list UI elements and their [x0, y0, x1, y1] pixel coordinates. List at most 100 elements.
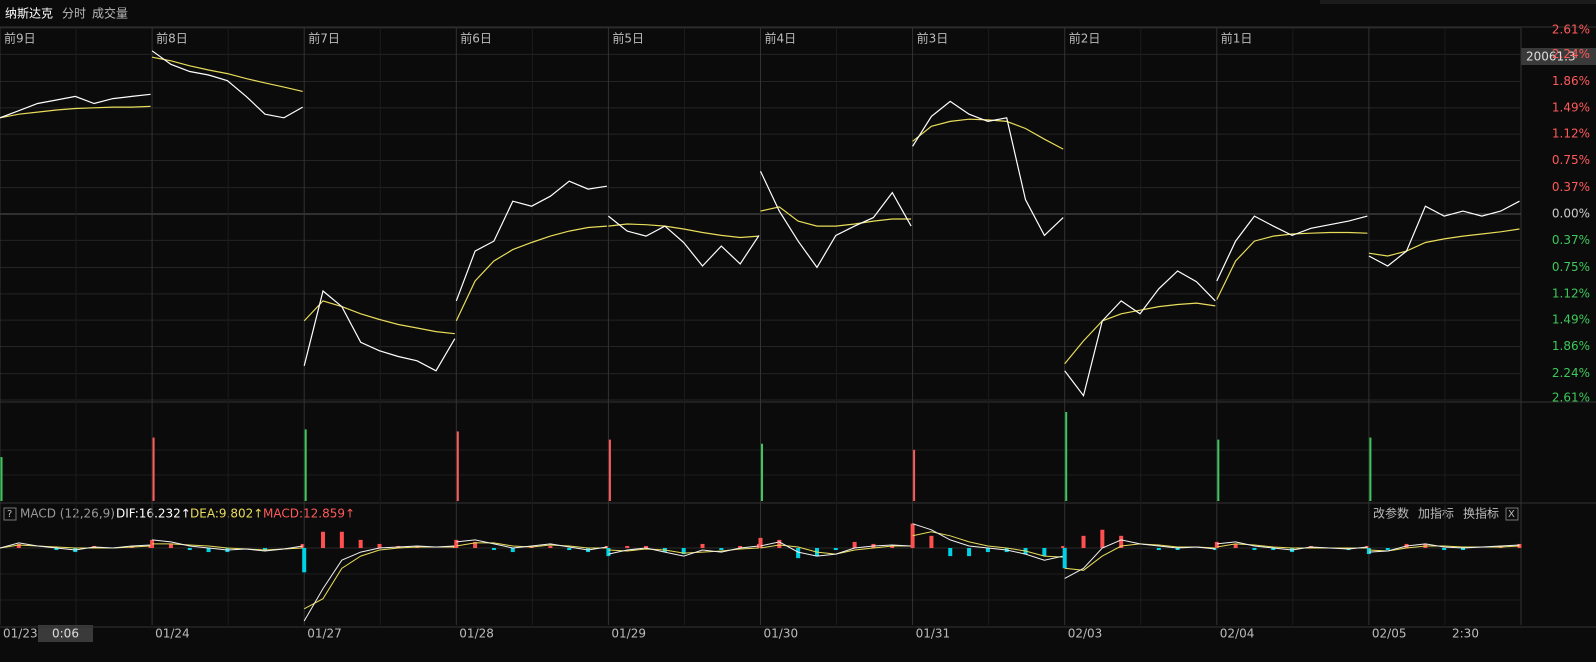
volume-bar	[913, 449, 916, 501]
dif-line	[608, 545, 760, 557]
y-tick-label: 0.37%	[1552, 180, 1590, 194]
y-tick-label: 2.61%	[1552, 391, 1590, 405]
volume-bar	[1369, 437, 1372, 501]
x-tick-label: 01/30	[764, 627, 799, 641]
day-label: 前2日	[1069, 31, 1101, 46]
macd-bar	[473, 541, 478, 548]
x-tick-label: 02/05	[1372, 627, 1407, 641]
macd-bar	[644, 545, 649, 548]
day-label: 前8日	[156, 31, 188, 46]
dea-label: DEA:9.802↑	[190, 507, 263, 521]
macd-bar	[1100, 529, 1105, 548]
price-line	[912, 100, 1064, 237]
macd-bar	[1252, 548, 1257, 551]
y-tick-label: 2.24%	[1552, 366, 1590, 380]
close[interactable]: X	[1508, 509, 1515, 520]
avg-line	[760, 206, 912, 227]
close-box[interactable]	[1505, 507, 1519, 521]
avg-line	[0, 105, 151, 119]
macd-bar	[1081, 535, 1086, 548]
avg-line	[303, 300, 455, 335]
macd-bar	[1442, 548, 1447, 551]
macd-bar	[321, 531, 326, 548]
macd-bar	[548, 545, 553, 548]
macd-bar	[796, 548, 801, 559]
y-tick-label: 0.75%	[1552, 153, 1590, 167]
x-tick-label: 02/04	[1220, 627, 1255, 641]
help[interactable]: ?	[7, 509, 12, 520]
macd-bar	[1175, 548, 1180, 551]
avg-line	[1216, 231, 1368, 300]
day-label: 前5日	[612, 31, 644, 46]
macd-bar	[700, 543, 705, 548]
macd-bar	[16, 543, 21, 548]
day-label: 前9日	[4, 31, 36, 46]
price-line	[1368, 200, 1520, 267]
macd-bar	[1061, 545, 1066, 548]
x-tick-label: 02/03	[1068, 627, 1103, 641]
title: 纳斯达克	[5, 7, 53, 21]
help-box[interactable]	[3, 507, 17, 521]
x-tick-label: 01/28	[459, 627, 494, 641]
volume-bar	[761, 443, 763, 501]
x-tick-label: 01/31	[916, 627, 951, 641]
x-tick-label: 01/27	[307, 627, 342, 641]
macd-bar	[491, 548, 496, 551]
cursor-box	[38, 625, 93, 642]
macd-bar	[54, 548, 59, 551]
button[interactable]: 加指标	[1418, 506, 1454, 521]
button[interactable]: 改参数	[1373, 506, 1409, 521]
y-tick-label: 2.61%	[1552, 23, 1590, 37]
day-label: 前1日	[1221, 31, 1253, 46]
macd-bar	[510, 548, 515, 553]
y-tick-label: 0.37%	[1552, 233, 1590, 247]
price-badge	[1521, 48, 1596, 65]
price-line	[1216, 215, 1368, 282]
price-line	[759, 170, 912, 269]
dif-line	[456, 539, 607, 551]
dea-line	[0, 544, 151, 549]
macd-bar	[339, 531, 344, 548]
volume-bar	[0, 457, 3, 501]
dif-line	[1216, 541, 1368, 551]
volume-bar	[1065, 412, 1068, 501]
volume-bar	[456, 431, 459, 501]
y-tick-label: 2.24%	[1552, 47, 1590, 61]
price-line	[0, 93, 151, 119]
macd-bar	[738, 545, 743, 548]
x-tick-label: 01/24	[155, 627, 190, 641]
macd-bar	[206, 548, 211, 553]
macd-bar	[890, 545, 895, 548]
tab[interactable]: 分时	[62, 7, 86, 21]
avg-line	[1064, 302, 1216, 365]
macd-bar	[1385, 548, 1390, 551]
volume-bar	[304, 429, 307, 501]
price-line	[151, 50, 303, 119]
dif-line	[303, 545, 455, 622]
price-line	[608, 215, 760, 267]
last-price: 20061.3	[1526, 50, 1576, 64]
y-tick-label: 0.00%	[1552, 207, 1590, 221]
macd-bar	[1156, 548, 1161, 551]
y-tick-label: 1.49%	[1552, 313, 1590, 327]
dif-line	[152, 539, 303, 552]
avg-line	[912, 118, 1064, 150]
day-label: 前3日	[917, 31, 949, 46]
price-line	[303, 289, 456, 372]
avg-line	[608, 223, 760, 239]
dif-line	[912, 523, 1064, 561]
macd-bar	[719, 548, 724, 551]
macd-bar	[187, 548, 192, 551]
macd-bar	[302, 548, 307, 573]
macd-bar	[1461, 548, 1466, 551]
macd-bar	[852, 541, 857, 548]
button[interactable]: 换指标	[1463, 506, 1499, 521]
macd-bar	[1214, 541, 1219, 548]
top-right-box	[1320, 0, 1596, 4]
tab[interactable]: 成交量	[92, 6, 128, 21]
day-label: 前7日	[308, 31, 340, 46]
indicator-name: MACD (12,26,9)	[20, 507, 115, 521]
